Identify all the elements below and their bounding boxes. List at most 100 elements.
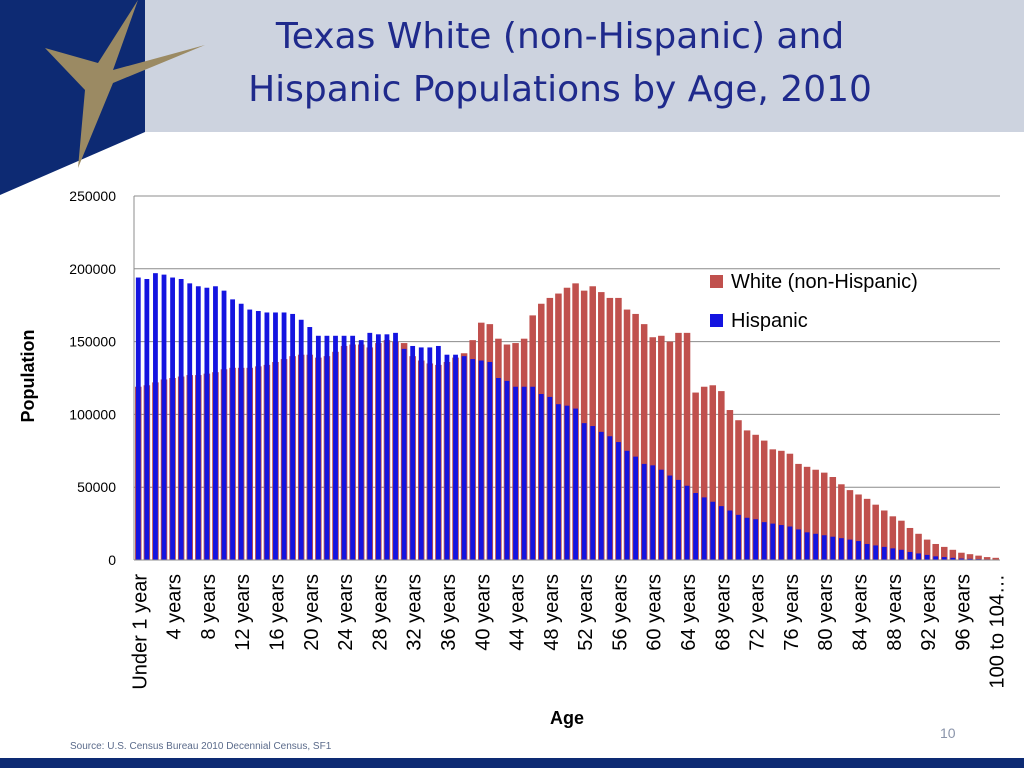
axes: 0 50000 100000 150000 200000 250000 Under 1 ye… — [18, 188, 1009, 728]
bar-hispanic — [204, 287, 210, 560]
bar-white-non-hispanic — [820, 472, 828, 560]
bar-white-non-hispanic — [898, 520, 905, 560]
x-tick-label: 80 years — [815, 574, 837, 651]
x-tick-label: 76 years — [781, 574, 803, 651]
bar-hispanic — [598, 431, 604, 560]
header-band — [0, 0, 1024, 132]
bar-hispanic — [496, 378, 501, 560]
bar-hispanic — [967, 558, 973, 560]
bar-hispanic — [350, 335, 356, 560]
bar-hispanic — [135, 277, 141, 560]
x-tick-label: 40 years — [472, 574, 494, 651]
bar-hispanic — [950, 557, 956, 560]
bar-hispanic — [556, 404, 561, 560]
bar-hispanic — [230, 299, 236, 560]
bar-hispanic — [616, 442, 621, 560]
bar-hispanic — [315, 335, 321, 560]
bar-hispanic — [273, 312, 278, 560]
bar-hispanic — [787, 526, 793, 560]
bar-white-non-hispanic — [623, 309, 631, 560]
bar-hispanic — [881, 546, 887, 560]
bar-hispanic — [959, 558, 964, 560]
x-tick-label: 36 years — [438, 574, 460, 651]
bar-white-non-hispanic — [752, 434, 759, 560]
bar-hispanic — [538, 394, 544, 560]
y-tick-label: 50000 — [77, 479, 116, 495]
bar-white-non-hispanic — [769, 449, 777, 560]
bar-white-non-hispanic — [709, 385, 717, 560]
bar-hispanic — [418, 347, 424, 560]
x-tick-label: 60 years — [644, 574, 666, 651]
bar-white-non-hispanic — [649, 337, 657, 560]
bar-hispanic — [521, 386, 527, 560]
bar-hispanic — [761, 522, 767, 560]
bar-hispanic — [667, 475, 673, 560]
bar-white-non-hispanic — [606, 297, 614, 560]
bar-hispanic — [333, 335, 338, 560]
slide-title-line2: Hispanic Populations by Age, 2010 — [248, 69, 872, 110]
source-note: Source: U.S. Census Bureau 2010 Decennia… — [70, 741, 332, 752]
bar-white-non-hispanic — [615, 297, 622, 560]
bar-hispanic — [641, 463, 647, 560]
bar-white-non-hispanic — [923, 539, 931, 560]
bar-hispanic — [195, 286, 201, 560]
bar-white-non-hispanic — [855, 494, 862, 560]
bar-hispanic — [778, 525, 784, 560]
bar-hispanic — [744, 517, 750, 560]
star-logo-icon — [45, 0, 205, 168]
bar-hispanic — [916, 553, 921, 560]
bar-hispanic — [504, 380, 510, 560]
bar-hispanic — [401, 348, 407, 560]
bar-white-non-hispanic — [838, 484, 845, 560]
bar-hispanic — [461, 356, 467, 560]
bar-hispanic — [856, 541, 861, 560]
population-bar-chart: 0 50000 100000 150000 200000 250000 Under 1 ye… — [18, 188, 1009, 728]
legend-swatch-white — [710, 275, 723, 288]
bar-hispanic — [324, 335, 330, 560]
bar-hispanic — [684, 485, 690, 560]
legend: White (non-Hispanic) Hispanic — [710, 271, 918, 332]
bar-white-non-hispanic — [632, 313, 639, 560]
bar-white-non-hispanic — [846, 490, 854, 560]
bar-white-non-hispanic — [949, 549, 957, 560]
bar-hispanic — [727, 510, 733, 560]
bar-white-non-hispanic — [975, 555, 982, 560]
bar-hispanic — [170, 277, 175, 560]
bar-white-non-hispanic — [675, 332, 682, 560]
x-tick-label: 8 years — [198, 574, 220, 640]
bar-white-non-hispanic — [598, 292, 605, 560]
bar-white-non-hispanic — [658, 335, 665, 560]
x-tick-label: 72 years — [747, 574, 769, 651]
bar-hispanic — [847, 539, 853, 560]
bar-hispanic — [933, 556, 939, 560]
bar-white-non-hispanic — [743, 430, 751, 560]
x-tick-label: 64 years — [678, 574, 700, 651]
bar-white-non-hispanic — [683, 332, 691, 560]
y-tick-label: 0 — [108, 552, 116, 568]
bar-white-non-hispanic — [803, 466, 811, 560]
bar-hispanic — [633, 456, 638, 560]
bar-hispanic — [821, 535, 827, 560]
x-tick-label: 24 years — [335, 574, 357, 651]
legend-swatch-hispanic — [710, 314, 723, 327]
bar-hispanic — [178, 278, 184, 560]
bar-white-non-hispanic — [863, 498, 871, 560]
bar-white-non-hispanic — [992, 557, 999, 560]
x-tick-label: 44 years — [507, 574, 529, 651]
bar-hispanic — [890, 548, 896, 560]
bar-white-non-hispanic — [718, 391, 725, 560]
bar-hispanic — [238, 303, 244, 560]
x-tick-label: 84 years — [850, 574, 872, 651]
bar-hispanic — [658, 469, 664, 560]
bar-white-non-hispanic — [983, 557, 991, 560]
bar-hispanic — [375, 334, 381, 560]
bar-hispanic — [435, 345, 441, 560]
bar-hispanic — [873, 545, 879, 560]
bar-white-non-hispanic — [915, 533, 922, 560]
bar-hispanic — [804, 532, 810, 560]
x-tick-label: 52 years — [575, 574, 597, 651]
bar-hispanic — [187, 283, 193, 560]
bar-hispanic — [573, 408, 578, 560]
bar-hispanic — [590, 426, 596, 560]
bar-hispanic — [470, 359, 476, 560]
